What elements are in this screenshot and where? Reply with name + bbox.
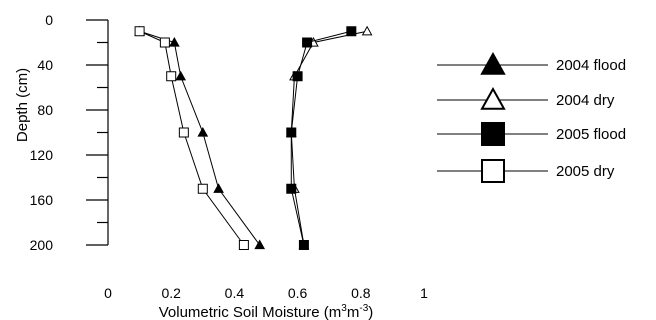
data-point <box>159 37 170 48</box>
y-tick-label: 0 <box>45 12 53 28</box>
data-point <box>346 26 357 37</box>
series-line <box>139 30 261 246</box>
x-tick-label: 0.2 <box>161 285 181 301</box>
data-point <box>480 51 506 75</box>
x-tick-label: 0.8 <box>351 285 371 301</box>
y-axis-title: Depth (cm) <box>14 68 31 142</box>
y-tick-label: 200 <box>30 237 54 253</box>
data-point <box>178 127 189 138</box>
legend-label: 2004 flood <box>556 57 626 74</box>
y-tick-label: 120 <box>30 147 54 163</box>
data-point <box>480 86 506 110</box>
y-tick-label: 80 <box>37 102 53 118</box>
data-point <box>175 70 187 81</box>
data-point <box>286 127 297 138</box>
legend-label: 2005 flood <box>556 126 626 143</box>
series-3 <box>134 26 249 250</box>
data-point <box>169 36 180 47</box>
series-layer <box>134 25 373 250</box>
data-point <box>286 183 297 194</box>
data-point <box>197 126 209 137</box>
legend-label: 2005 dry <box>556 163 615 180</box>
legend-label: 2004 dry <box>556 92 615 109</box>
x-tick-label: 1 <box>420 285 428 301</box>
x-tick-label: 0.4 <box>225 285 245 301</box>
y-tick-label: 40 <box>37 57 53 73</box>
data-point <box>302 37 313 48</box>
x-axis-title: Volumetric Soil Moisture (m3m-3) <box>159 303 374 320</box>
series-1 <box>285 25 373 250</box>
data-point <box>238 240 249 250</box>
legend: 2004 flood 2004 dry 2005 flood 2005 dry <box>437 51 626 183</box>
series-0 <box>134 25 266 250</box>
series-line <box>139 30 245 246</box>
data-point <box>481 159 505 183</box>
series-2 <box>286 26 357 250</box>
data-point <box>292 71 303 82</box>
data-point <box>481 122 505 146</box>
series-line <box>290 30 352 246</box>
y-tick-label: 160 <box>30 192 54 208</box>
x-tick-label: 0 <box>104 285 112 301</box>
data-point <box>197 183 208 194</box>
data-point <box>361 25 373 36</box>
data-point <box>298 240 309 250</box>
series-line <box>290 30 368 246</box>
data-point <box>166 71 177 82</box>
data-point <box>134 26 145 37</box>
axes: 0 40 80 120 160 200 0 0.2 0.4 0.6 0.8 1 <box>30 12 428 301</box>
data-point <box>213 183 224 193</box>
x-tick-label: 0.6 <box>288 285 308 301</box>
data-point <box>254 239 266 250</box>
